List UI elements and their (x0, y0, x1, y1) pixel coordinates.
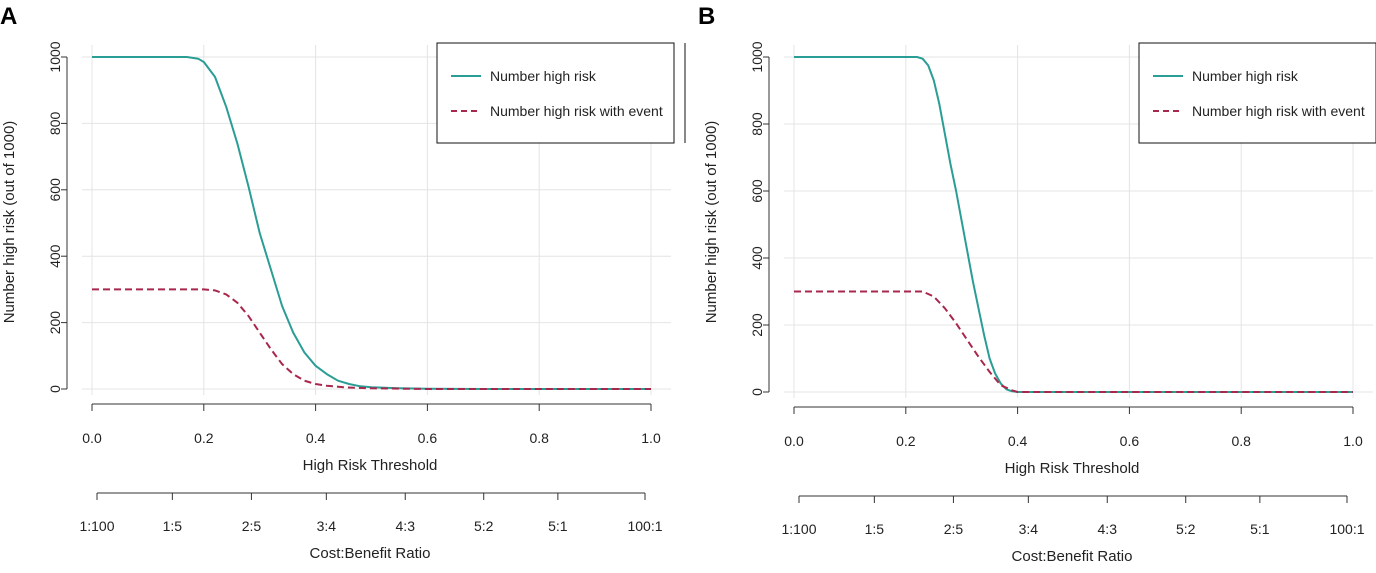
panel-b-x-tick-label-0: 0.0 (784, 433, 804, 449)
panel-b-cost-benefit-tick-label-2: 2:5 (944, 521, 964, 537)
panel-a-x-tick-label-5: 1.0 (641, 430, 661, 446)
panel-b-cost-benefit-tick-label-6: 5:1 (1250, 521, 1270, 537)
panel-a-y-axis-title: Number high risk (out of 1000) (1, 121, 18, 324)
panel-a-y-tick-label-4: 800 (47, 112, 63, 136)
panel-b-x-tick-label-4: 0.8 (1231, 433, 1251, 449)
panel-a-cost-benefit-tick-label-5: 5:2 (474, 518, 494, 534)
panel-a-cost-benefit-tick-label-1: 1:5 (163, 518, 183, 534)
panel-a-y-tick-label-2: 400 (47, 244, 63, 268)
panel-a-series-number-high-risk-with-event (92, 288, 651, 390)
panel-b-x-tick-label-2: 0.4 (1008, 433, 1028, 449)
panel-b-x-tick-label-3: 0.6 (1120, 433, 1140, 449)
panel-b-y-tick-label-3: 600 (749, 179, 765, 203)
panel-b-legend-label-1: Number high risk with event (1192, 103, 1365, 119)
panel-b-cost-benefit-tick-label-3: 3:4 (1019, 521, 1039, 537)
panel-b-series-number-high-risk-with-event (794, 290, 1353, 393)
panel-a-legend-box (436, 42, 675, 144)
panel-b-y-axis-title: Number high risk (out of 1000) (703, 121, 720, 324)
panel-b-x-axis-title: High Risk Threshold (1005, 460, 1140, 477)
panel-b-y-tick-label-1: 200 (749, 313, 765, 337)
panel-b-y-tick-label-0: 0 (749, 388, 765, 396)
panel-b-cost-benefit-tick-label-1: 1:5 (865, 521, 885, 537)
panel-b-legend-label-0: Number high risk (1192, 68, 1299, 84)
panel-b-y-tick-label-4: 800 (749, 112, 765, 136)
panel-b-y-tick-label-2: 400 (749, 246, 765, 270)
panel-a-cost-benefit-tick-label-2: 2:5 (242, 518, 262, 534)
panel-a-label: A (0, 3, 17, 30)
panel-a-y-tick-label-5: 1000 (47, 41, 63, 72)
panel-a-x-tick-label-3: 0.6 (418, 430, 438, 446)
panel-a-y-tick-label-0: 0 (47, 385, 63, 393)
panel-a-x-tick-label-0: 0.0 (82, 430, 102, 446)
panel-a-cost-benefit-tick-label-6: 5:1 (548, 518, 568, 534)
panel-a-x-tick-label-2: 0.4 (306, 430, 326, 446)
panel-a-cost-benefit-tick-label-0: 1:100 (79, 518, 114, 534)
panel-b-x-tick-label-1: 0.2 (896, 433, 916, 449)
panel-a-cost-benefit-tick-label-3: 3:4 (317, 518, 337, 534)
panel-a: A Number high risk (out of 1000) High Ri… (0, 3, 686, 562)
panel-b-y-tick-label-5: 1000 (749, 41, 765, 72)
panel-b-cost-benefit-title: Cost:Benefit Ratio (1012, 548, 1133, 565)
panel-b-x-tick-label-5: 1.0 (1343, 433, 1363, 449)
panel-b: B Number high risk (out of 1000) High Ri… (698, 3, 1376, 565)
panel-a-cost-benefit-tick-label-7: 100:1 (627, 518, 662, 534)
panel-b-cost-benefit-tick-label-0: 1:100 (781, 521, 816, 537)
panel-b-cost-benefit-tick-label-7: 100:1 (1329, 521, 1364, 537)
panel-a-y-tick-label-3: 600 (47, 178, 63, 202)
panel-a-legend-label-0: Number high risk (490, 68, 597, 84)
panel-a-x-tick-label-1: 0.2 (194, 430, 214, 446)
panel-a-y-tick-label-1: 200 (47, 311, 63, 335)
panel-a-x-tick-label-4: 0.8 (529, 430, 549, 446)
panel-b-cost-benefit-tick-label-4: 4:3 (1098, 521, 1118, 537)
panel-a-cost-benefit-title: Cost:Benefit Ratio (310, 545, 431, 562)
panel-b-cost-benefit-tick-label-5: 5:2 (1176, 521, 1196, 537)
panel-a-cost-benefit-tick-label-4: 4:3 (396, 518, 416, 534)
panel-a-series-number-high-risk (92, 56, 651, 390)
panel-b-legend-box (1138, 42, 1376, 144)
panel-b-label: B (698, 3, 715, 30)
panel-a-legend-label-1: Number high risk with event (490, 103, 663, 119)
panel-a-x-axis-title: High Risk Threshold (303, 457, 438, 474)
